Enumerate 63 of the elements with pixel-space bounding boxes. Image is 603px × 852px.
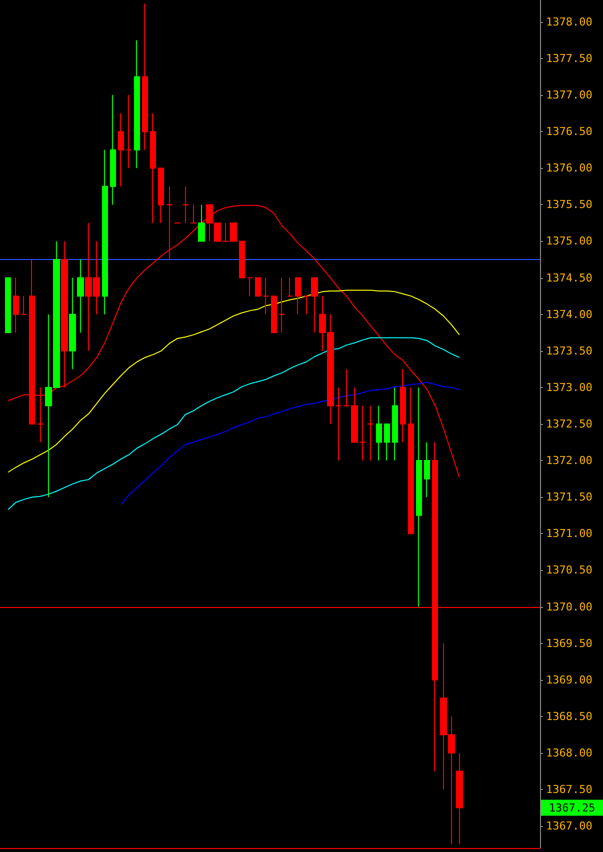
y-tick-label: 1369.50 [546, 636, 592, 650]
candlestick [158, 168, 164, 224]
y-tick-label: 1374.50 [546, 271, 592, 284]
candlestick [271, 296, 277, 334]
candlestick [384, 424, 390, 462]
candlestick [392, 386, 398, 462]
candlestick [118, 112, 124, 187]
candlestick [77, 259, 84, 334]
y-tick-label: 1375.50 [546, 198, 592, 212]
candlestick [5, 277, 11, 334]
y-tick-label: 1371.50 [546, 490, 592, 504]
y-tick-label: 1371.00 [546, 527, 592, 540]
candlestick [61, 240, 68, 388]
candlestick [21, 296, 27, 315]
candlestick [367, 405, 374, 462]
candlestick [376, 405, 382, 462]
y-tick-label: 1378.00 [546, 15, 592, 28]
text: 1367.25 [548, 801, 596, 814]
line-series [8, 337, 460, 510]
candlestick [263, 277, 269, 315]
candlestick [198, 204, 205, 242]
line-series [8, 290, 460, 473]
candlestick [182, 186, 189, 224]
candlestick [13, 277, 19, 334]
candlestick [142, 3, 148, 150]
candlestick [456, 752, 463, 845]
y-tick-label: 1368.00 [546, 746, 592, 760]
y-tick-label: 1369.00 [546, 673, 592, 686]
candlestick [134, 40, 140, 169]
candlestick [279, 277, 285, 334]
candlestick [29, 259, 35, 424]
line-series [120, 382, 460, 505]
y-tick-label: 1368.50 [546, 710, 592, 723]
y-tick-label: 1376.50 [546, 125, 592, 138]
candlestick [110, 94, 116, 206]
candlestick [239, 240, 245, 278]
y-tick-label: 1372.50 [546, 418, 592, 430]
candlestick [150, 112, 156, 224]
y-tick-label: 1367.50 [546, 783, 592, 796]
y-tick-label: 1372.00 [546, 454, 592, 468]
candlestick [190, 204, 197, 224]
y-tick-label: 1375.00 [546, 234, 592, 248]
candlestick [287, 277, 293, 297]
y-tick-label: 1374.00 [546, 308, 592, 321]
y-tick-label: 1373.50 [546, 344, 592, 358]
candlestick [400, 368, 406, 443]
candlestick [416, 386, 422, 608]
y-tick-label: 1373.00 [546, 380, 592, 394]
candlestick [69, 277, 76, 370]
candlestick [408, 386, 414, 534]
candlestick [247, 277, 253, 297]
candlestick [37, 386, 44, 443]
y-tick-label: 1367.00 [546, 820, 592, 833]
candlestick [102, 149, 108, 315]
y-tick-label: 1377.50 [546, 52, 592, 65]
candlestick [424, 442, 430, 498]
y-tick-label: 1370.00 [546, 600, 592, 614]
candlestick [295, 277, 301, 315]
y-tick-label: 1377.00 [546, 88, 592, 102]
candlestick [255, 277, 261, 297]
y-tick-label: 1376.00 [546, 162, 592, 175]
candlestick [126, 94, 132, 169]
y-tick-label: 1370.50 [546, 564, 592, 577]
